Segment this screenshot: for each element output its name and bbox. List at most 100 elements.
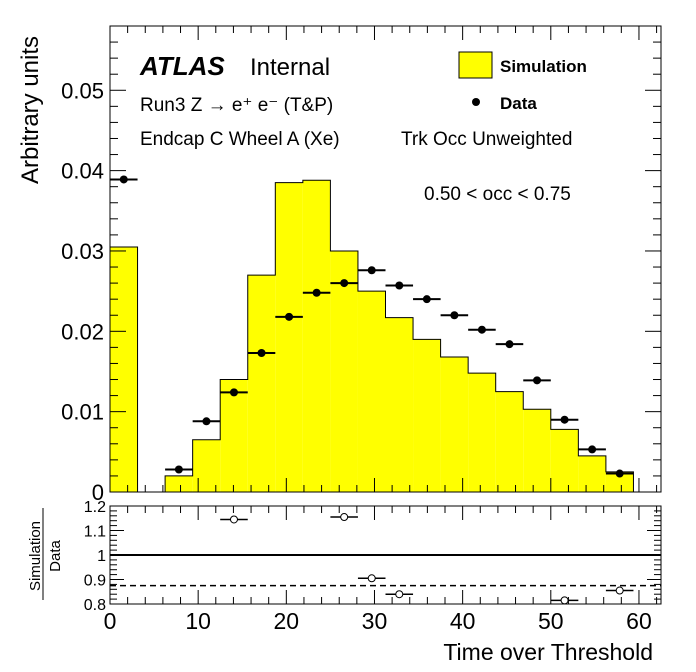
data-point xyxy=(110,175,138,184)
simulation-bar xyxy=(247,275,276,492)
ratio-point xyxy=(330,513,358,522)
data-point-marker xyxy=(340,279,349,288)
ratio-point-marker xyxy=(615,586,624,595)
data-point xyxy=(385,281,414,290)
ratio-y-tick-label: 1.1 xyxy=(84,524,106,541)
ratio-y-label-numerator: Simulation xyxy=(27,521,44,591)
y-tick-label: 0.04 xyxy=(61,159,104,184)
simulation-bar xyxy=(302,180,331,492)
x-tick-label: 20 xyxy=(274,608,300,634)
main-frame xyxy=(109,25,662,493)
simulation-bar xyxy=(165,475,193,492)
ratio-y-tick-label: 0.9 xyxy=(84,573,106,590)
legend-simulation-label: Simulation xyxy=(500,57,587,76)
data-point xyxy=(220,388,248,397)
data-point-marker xyxy=(257,349,266,358)
x-tick-label: 30 xyxy=(362,608,388,634)
legend-data-marker xyxy=(472,98,480,106)
data-point-marker xyxy=(615,469,624,478)
x-tick-label: 40 xyxy=(450,608,476,634)
ratio-point xyxy=(605,586,634,595)
data-point-marker xyxy=(505,340,514,349)
legend-data-label: Data xyxy=(500,94,537,113)
x-tick-label: 60 xyxy=(626,608,652,634)
legend-simulation-swatch xyxy=(458,51,493,79)
x-tick-label: 0 xyxy=(104,608,117,634)
ratio-point-marker xyxy=(395,590,404,599)
data-point-marker xyxy=(285,312,294,321)
ratio-y-tick-label: 0.8 xyxy=(84,597,106,614)
data-point xyxy=(357,266,386,275)
ratio-point-marker xyxy=(560,596,569,605)
simulation-bar xyxy=(220,379,248,492)
weighting-label: Trk Occ Unweighted xyxy=(401,129,572,150)
ratio-y-tick-label: 1 xyxy=(97,548,106,565)
data-point xyxy=(468,325,496,334)
data-point-marker xyxy=(560,415,569,424)
y-tick-label: 0.05 xyxy=(61,78,104,103)
y-axis-label: Arbitrary units xyxy=(17,36,44,184)
run-label: Run3 Z → e⁺ e⁻ (T&P) xyxy=(140,95,333,116)
simulation-bar xyxy=(110,246,138,492)
simulation-bar xyxy=(330,250,358,492)
ratio-point xyxy=(220,515,248,524)
simulation-bar xyxy=(495,391,524,492)
ratio-point xyxy=(385,590,414,599)
data-point-marker xyxy=(422,295,431,304)
y-tick-label: 0 xyxy=(92,480,104,505)
data-point xyxy=(330,279,358,288)
ratio-point xyxy=(357,574,386,583)
ratio-point-marker xyxy=(340,513,349,522)
simulation-bar xyxy=(357,291,386,492)
data-point xyxy=(495,340,524,349)
occupancy-range-label: 0.50 < occ < 0.75 xyxy=(424,184,571,205)
data-point xyxy=(165,465,193,474)
data-point-marker xyxy=(174,465,183,474)
data-point-marker xyxy=(367,266,376,275)
simulation-outline xyxy=(109,179,661,493)
ratio-panel: 0.8 0.9 1 1.1 1.2 0 10 20 30 40 50 60 xyxy=(84,499,662,634)
data-point-marker xyxy=(477,325,486,334)
main-panel: 0 0.01 0.02 0.03 0.04 0.05 xyxy=(61,25,662,505)
data-point-marker xyxy=(202,417,211,426)
simulation-bar xyxy=(413,339,441,492)
x-axis-label: Time over Threshold xyxy=(443,639,653,665)
x-tick-label: 10 xyxy=(185,608,211,634)
data-point xyxy=(523,376,551,385)
ratio-y-tick-label: 1.2 xyxy=(84,499,106,516)
ratio-y-label-denominator: Data xyxy=(47,540,64,572)
ratio-point-marker xyxy=(367,574,376,583)
data-point-marker xyxy=(395,281,404,290)
data-point-marker xyxy=(588,445,597,454)
data-point xyxy=(550,415,579,424)
data-point-marker xyxy=(312,288,321,297)
data-point-marker xyxy=(533,376,542,385)
simulation-bar xyxy=(275,182,303,492)
x-tick-label: 50 xyxy=(538,608,564,634)
data-point xyxy=(247,349,276,358)
data-point xyxy=(605,469,634,478)
data-point-marker xyxy=(229,388,238,397)
simulation-bar xyxy=(578,455,606,492)
simulation-bar xyxy=(523,409,551,492)
data-point xyxy=(578,445,606,454)
data-point xyxy=(413,295,441,304)
simulation-bar xyxy=(385,317,414,492)
data-point xyxy=(302,288,331,297)
data-point xyxy=(275,312,303,321)
y-tick-label: 0.03 xyxy=(61,239,104,264)
simulation-bar xyxy=(550,429,579,492)
data-point-marker xyxy=(450,311,459,320)
atlas-label: ATLAS xyxy=(139,51,225,81)
internal-label: Internal xyxy=(250,54,330,81)
ratio-point xyxy=(550,596,579,605)
simulation-bar xyxy=(192,439,221,492)
y-tick-label: 0.02 xyxy=(61,319,104,344)
ratio-point-marker xyxy=(229,515,238,524)
data-point-marker xyxy=(119,175,128,184)
data-point xyxy=(192,417,221,426)
simulation-bar xyxy=(605,471,634,492)
simulation-bar xyxy=(468,373,496,492)
region-label: Endcap C Wheel A (Xe) xyxy=(140,129,340,150)
